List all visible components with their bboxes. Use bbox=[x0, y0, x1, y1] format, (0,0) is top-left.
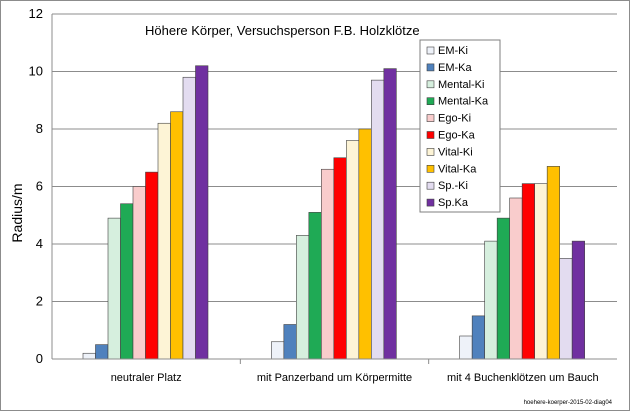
bar-vital-ki bbox=[346, 140, 360, 360]
bar-em-ki bbox=[459, 335, 473, 360]
legend-swatch bbox=[426, 80, 435, 89]
legend-swatch bbox=[426, 46, 435, 55]
y-tick-label: 12 bbox=[29, 6, 43, 21]
legend-label: Ego-Ka bbox=[438, 130, 476, 142]
y-tick-label: 10 bbox=[29, 64, 43, 79]
bar-vital-ka bbox=[546, 166, 560, 360]
bar-vital-ka bbox=[358, 128, 372, 360]
legend-label: EM-Ka bbox=[438, 62, 473, 74]
chart-title: Höhere Körper, Versuchsperson F.B. Holzk… bbox=[145, 23, 420, 38]
legend-swatch bbox=[426, 131, 435, 139]
bar-mental-ka bbox=[496, 217, 510, 360]
legend-swatch bbox=[426, 114, 435, 122]
y-tick-label: 4 bbox=[36, 236, 43, 251]
legend-label: Vital-Ki bbox=[438, 146, 473, 158]
bar-sp-ka bbox=[195, 65, 209, 360]
legend-swatch bbox=[426, 165, 435, 173]
bar-sp-ki bbox=[182, 76, 196, 360]
bar-ego-ka bbox=[333, 157, 347, 360]
y-tick-label: 8 bbox=[36, 121, 43, 136]
x-category-label: mit 4 Buchenklötzen um Bauch bbox=[447, 372, 599, 384]
legend-label: Sp.-Ki bbox=[438, 180, 468, 192]
bar-sp-ka bbox=[383, 68, 397, 360]
bar-layer bbox=[82, 65, 585, 360]
bar-em-ka bbox=[283, 324, 297, 360]
y-axis-label: Radius/m bbox=[9, 183, 25, 242]
bar-ego-ka bbox=[521, 183, 535, 360]
bar-em-ki bbox=[271, 341, 285, 360]
bar-sp-ka bbox=[571, 240, 585, 360]
bar-sp-ki bbox=[559, 258, 573, 360]
y-tick-label: 6 bbox=[36, 179, 43, 194]
bar-em-ka bbox=[95, 344, 109, 360]
legend: EM-Ki EM-Ka Mental-Ki Mental-Ka Ego-Ki Ego-Ka… bbox=[419, 39, 501, 213]
y-tick-label: 0 bbox=[36, 351, 43, 366]
footnote: hoehere-koerper-2015-02-diag04 bbox=[524, 400, 613, 406]
legend-label: EM-Ki bbox=[438, 45, 468, 57]
bar-vital-ki bbox=[534, 183, 548, 360]
legend-label: Sp.Ka bbox=[438, 197, 469, 209]
x-category-label: neutraler Platz bbox=[111, 372, 182, 384]
legend-swatch bbox=[426, 148, 435, 156]
axis-layer: 0 2 4 6 8 10 12 neutraler Platz mit Panzerband u… bbox=[29, 6, 617, 384]
bar-sp-ki bbox=[371, 79, 385, 360]
legend-label: Vital-Ka bbox=[438, 163, 477, 175]
bar-ego-ki bbox=[132, 186, 146, 360]
legend-label: Mental-Ka bbox=[438, 96, 489, 108]
bar-vital-ki bbox=[157, 122, 171, 360]
bar-ego-ki bbox=[321, 168, 335, 360]
bar-em-ka bbox=[471, 315, 485, 360]
bar-mental-ka bbox=[308, 212, 322, 360]
bar-mental-ki bbox=[484, 240, 498, 360]
bar-mental-ka bbox=[120, 203, 134, 360]
legend-label: Mental-Ki bbox=[438, 79, 484, 91]
bar-mental-ki bbox=[296, 235, 310, 360]
y-tick-label: 2 bbox=[36, 294, 43, 309]
x-category-label: mit Panzerband um Körpermitte bbox=[257, 372, 412, 384]
bar-em-ki bbox=[82, 352, 96, 360]
legend-swatch bbox=[426, 63, 435, 72]
bar-mental-ki bbox=[107, 217, 121, 360]
legend-label: Ego-Ki bbox=[438, 113, 471, 125]
legend-swatch bbox=[426, 97, 435, 105]
legend-swatch bbox=[426, 198, 435, 207]
bar-ego-ki bbox=[509, 197, 523, 360]
bar-ego-ka bbox=[145, 171, 159, 360]
legend-swatch bbox=[426, 181, 435, 190]
bar-vital-ka bbox=[170, 111, 184, 360]
